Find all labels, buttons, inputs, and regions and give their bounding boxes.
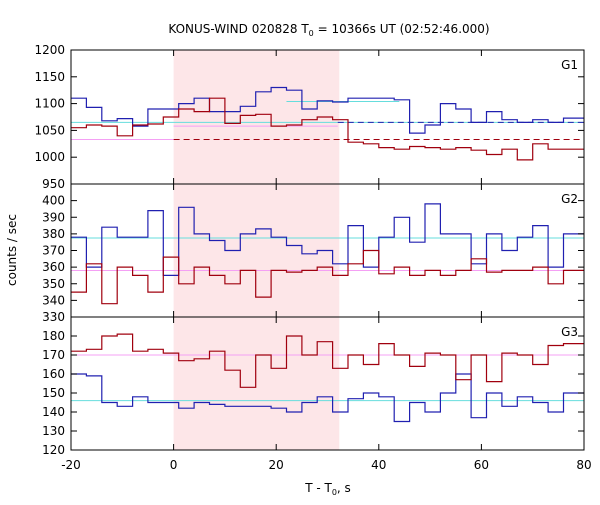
x-tick-label-0: 0 xyxy=(170,458,178,472)
x-axis-title-subscript: 0 xyxy=(332,488,337,497)
y-tick-label-g3-130: 130 xyxy=(42,424,65,438)
y-tick-label-g2-330: 330 xyxy=(42,310,65,324)
x-tick-label--20: -20 xyxy=(61,458,81,472)
chart-title-main: KONUS-WIND 020828 T xyxy=(168,22,309,36)
chart-title-rest: = 10366s UT (02:52:46.000) xyxy=(314,22,490,36)
y-tick-label-g2-360: 360 xyxy=(42,260,65,274)
x-tick-label-40: 40 xyxy=(371,458,386,472)
highlight-interval-g1 xyxy=(173,50,340,184)
panel-label-g2: G2 xyxy=(561,192,578,206)
series-g3-red-1 xyxy=(71,333,584,388)
highlight-interval-g2 xyxy=(173,184,340,317)
series-g1-blue-0 xyxy=(71,86,584,134)
series-g2-red-1 xyxy=(71,249,584,305)
y-tick-label-g1-1200: 1200 xyxy=(34,43,65,57)
plot-area-g2 xyxy=(71,203,584,305)
series-g2-blue-0 xyxy=(71,203,584,276)
y-tick-label-g3-160: 160 xyxy=(42,367,65,381)
y-tick-label-g2-370: 370 xyxy=(42,244,65,258)
x-axis-title-main: T - T xyxy=(304,481,332,495)
y-tick-label-g1-1000: 1000 xyxy=(34,150,65,164)
y-tick-label-g2-390: 390 xyxy=(42,210,65,224)
y-tick-label-g3-180: 180 xyxy=(42,329,65,343)
y-tick-label-g3-120: 120 xyxy=(42,443,65,457)
y-tick-label-g1-1050: 1050 xyxy=(34,123,65,137)
chart-title: KONUS-WIND 020828 T0 = 10366s UT (02:52:… xyxy=(168,22,489,38)
x-tick-label-60: 60 xyxy=(474,458,489,472)
panel-g2: 330 340 350 360 370 380 390 400 G2 xyxy=(42,183,585,324)
series-g1-red-1 xyxy=(71,97,584,161)
panel-frame-g3 xyxy=(70,316,585,451)
y-tick-label-g2-350: 350 xyxy=(42,277,65,291)
y-tick-label-g1-1150: 1150 xyxy=(34,70,65,84)
y-tick-label-g2-400: 400 xyxy=(42,194,65,208)
chart-title-subscript: 0 xyxy=(309,29,314,38)
x-axis-title-rest: , s xyxy=(337,481,351,495)
panel-label-g3: G3 xyxy=(561,325,578,339)
y-tick-label-g3-170: 170 xyxy=(42,348,65,362)
y-tick-label-g1-950: 950 xyxy=(42,177,65,191)
panel-g3: 120 130 140 150 160 170 180 G3 xyxy=(42,316,585,457)
plot-area-g3 xyxy=(71,333,584,423)
panel-g1: 950 1000 1050 1100 1150 1200 G1 xyxy=(34,43,585,191)
y-axis-title: counts / sec xyxy=(5,214,19,286)
panel-label-g1: G1 xyxy=(561,58,578,72)
series-g3-blue-0 xyxy=(71,373,584,423)
x-tick-label-20: 20 xyxy=(269,458,284,472)
y-tick-label-g3-140: 140 xyxy=(42,405,65,419)
x-tick-label-80: 80 xyxy=(576,458,591,472)
y-tick-label-g2-380: 380 xyxy=(42,227,65,241)
plot-area-g1 xyxy=(71,86,584,161)
y-tick-label-g2-340: 340 xyxy=(42,293,65,307)
y-tick-label-g1-1100: 1100 xyxy=(34,97,65,111)
x-axis-title: T - T0, s xyxy=(304,481,351,497)
highlight-interval-g3 xyxy=(173,317,340,450)
chart-panels: 95010001050110011501200G1330340350360370… xyxy=(34,43,591,472)
y-tick-label-g3-150: 150 xyxy=(42,386,65,400)
